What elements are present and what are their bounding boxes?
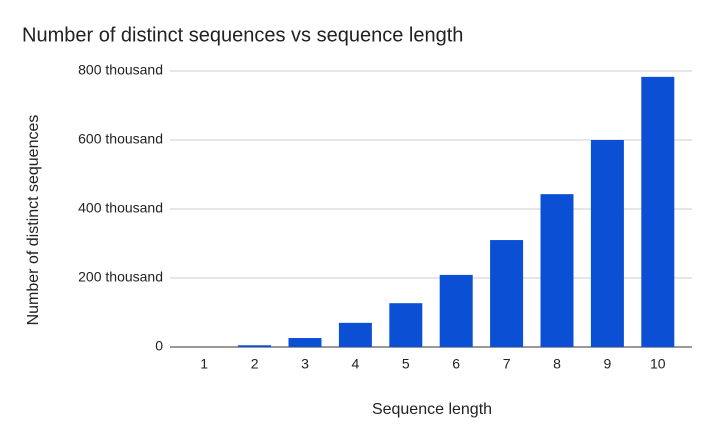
bar bbox=[641, 76, 675, 348]
x-axis-title: Sequence length bbox=[372, 401, 492, 418]
x-tick-label: 9 bbox=[604, 356, 612, 372]
y-tick-label: 400 thousand bbox=[78, 200, 163, 216]
x-tick-label: 4 bbox=[352, 356, 360, 372]
x-tick-label: 2 bbox=[251, 356, 259, 372]
bar bbox=[238, 345, 272, 347]
chart-title: Number of distinct sequences vs sequence… bbox=[22, 24, 463, 46]
bar bbox=[590, 140, 624, 347]
bar bbox=[389, 303, 423, 347]
y-tick-label: 0 bbox=[155, 338, 163, 354]
bar bbox=[540, 194, 574, 347]
y-tick-label: 800 thousand bbox=[78, 62, 163, 78]
x-tick-label: 6 bbox=[452, 356, 460, 372]
x-tick-label: 7 bbox=[503, 356, 511, 372]
bar bbox=[439, 274, 473, 347]
y-tick-label: 600 thousand bbox=[78, 131, 163, 147]
x-tick-label: 10 bbox=[650, 356, 666, 372]
x-tick-label: 8 bbox=[553, 356, 561, 372]
y-tick-label: 200 thousand bbox=[78, 269, 163, 285]
x-tick-label: 3 bbox=[301, 356, 309, 372]
x-tick-label: 1 bbox=[200, 356, 208, 372]
bar bbox=[288, 338, 322, 347]
bar bbox=[490, 240, 524, 347]
y-axis-title: Number of distinct sequences bbox=[25, 115, 42, 326]
x-tick-label: 5 bbox=[402, 356, 410, 372]
bar bbox=[338, 322, 372, 347]
